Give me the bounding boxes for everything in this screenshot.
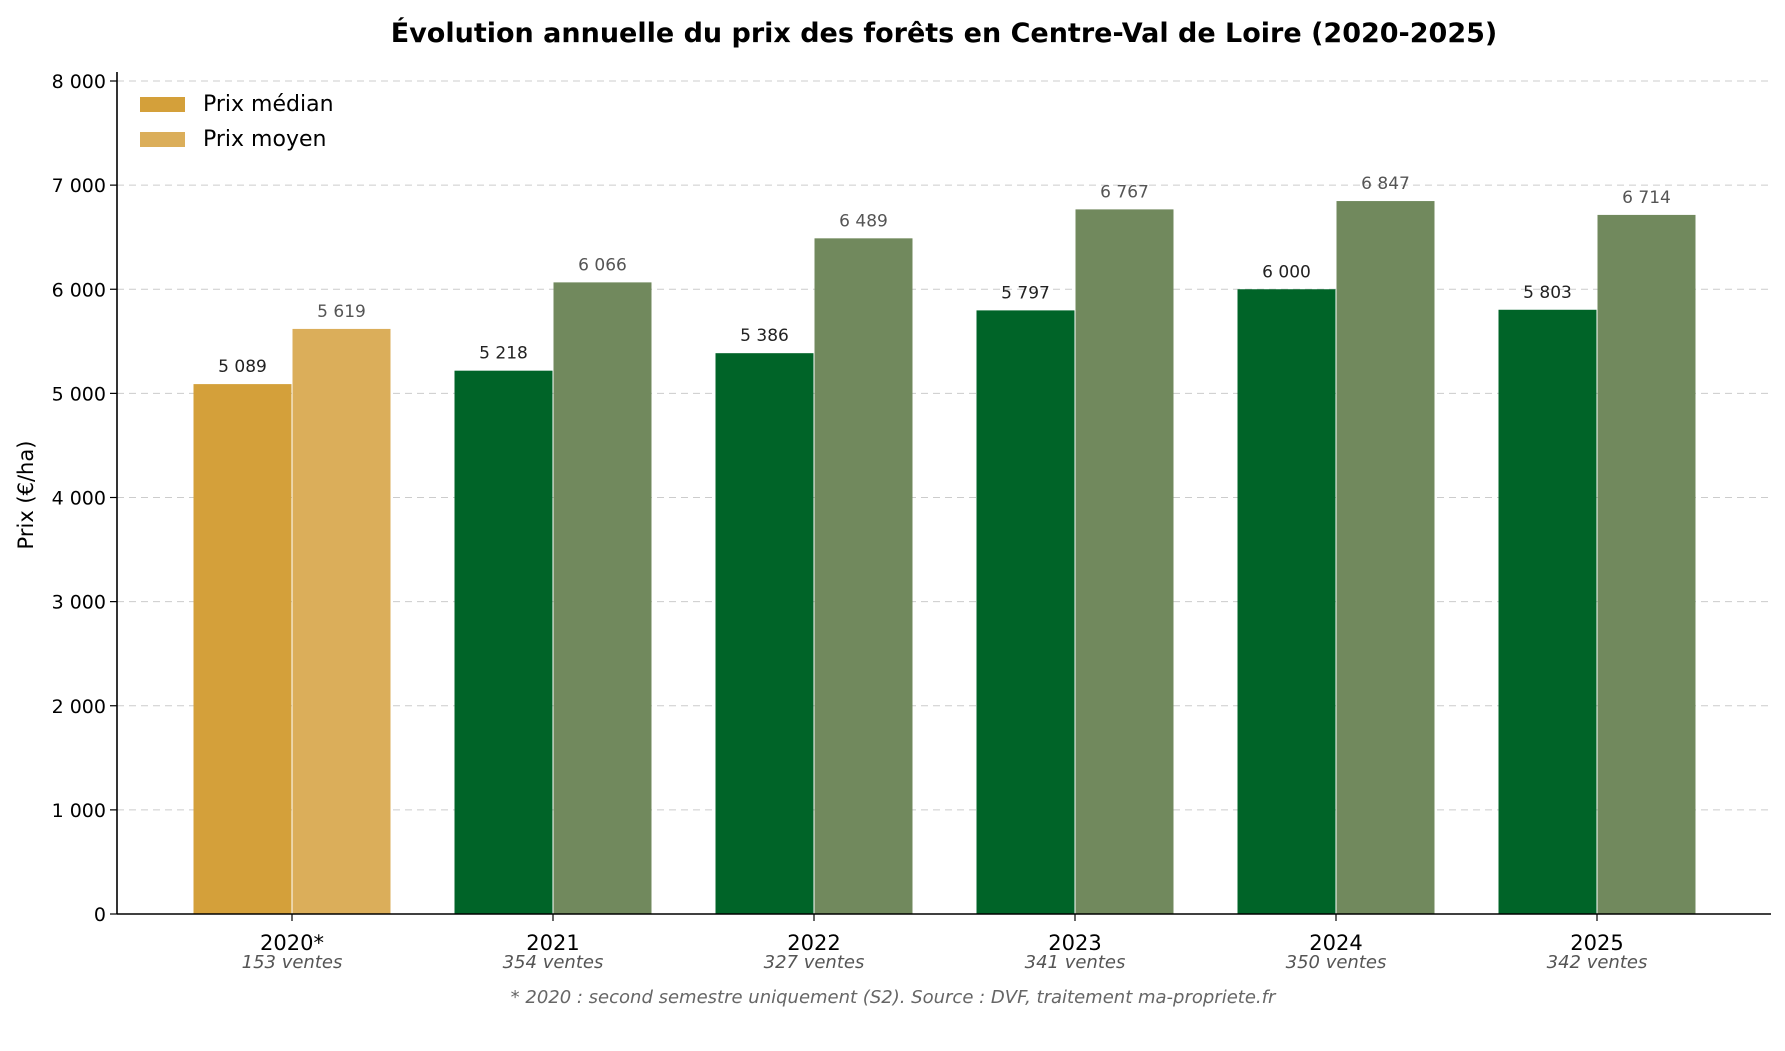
bar-median [976,310,1075,914]
bar-value-label-median: 5 803 [1523,283,1572,303]
x-tick-label: 2021 [526,931,579,955]
bar-value-label-median: 5 218 [479,344,528,364]
bar-value-label-median: 5 797 [1001,283,1050,303]
bar-median [193,384,292,914]
bar-value-label-median: 6 000 [1262,262,1311,282]
bar-mean [1336,201,1435,914]
chart-title: Évolution annuelle du prix des forêts en… [391,17,1498,49]
sales-count-label: 341 ventes [1025,952,1126,973]
y-tick-label: 4 000 [52,488,106,510]
y-tick-label: 0 [94,904,106,926]
value-labels-layer: 5 089 5 619 5 218 6 066 5 386 6 489 5 797 6 767… [218,174,1671,377]
bars-layer [193,201,1696,915]
bar-value-label-mean: 6 489 [839,211,888,231]
bar-median [1237,289,1336,914]
sales-count-label: 342 ventes [1547,952,1648,973]
bar-value-label-mean: 5 619 [317,302,366,322]
bar-value-label-mean: 6 714 [1622,188,1671,208]
footnote: * 2020 : second semestre uniquement (S2)… [511,987,1277,1008]
legend: Prix médian Prix moyen [140,92,334,152]
y-tick-label: 1 000 [52,800,106,822]
legend-label: Prix moyen [203,127,326,152]
bar-mean [1075,209,1174,915]
bar-median [715,353,814,914]
bar-mean [292,328,391,914]
bar-value-label-median: 5 089 [218,357,267,377]
legend-swatch [140,97,185,112]
legend-swatch [140,132,185,147]
legend-label: Prix médian [203,92,334,117]
x-tick-label: 2023 [1048,931,1101,955]
x-tick-label: 2022 [787,931,840,955]
bar-median [454,370,553,914]
y-tick-label: 6 000 [52,279,106,301]
bar-value-label-mean: 6 847 [1361,174,1410,194]
y-tick-label: 5 000 [52,383,106,405]
y-axis-label: Prix (€/ha) [14,441,38,550]
x-tick-label: 2020* [260,931,324,955]
sales-count-label: 350 ventes [1286,952,1387,973]
axes-layer: 0 1 000 2 000 3 000 4 000 5 000 6 000 7 000 8 00… [52,71,1771,973]
sales-count-label: 327 ventes [764,952,865,973]
x-tick-label: 2025 [1570,931,1623,955]
bar-value-label-median: 5 386 [740,326,789,346]
x-tick-label: 2024 [1309,931,1362,955]
bar-value-label-mean: 6 066 [578,255,627,275]
y-tick-label: 7 000 [52,175,106,197]
y-tick-label: 3 000 [52,592,106,614]
bar-mean [553,282,652,914]
sales-count-label: 153 ventes [242,952,343,973]
bar-median [1498,309,1597,914]
y-tick-label: 8 000 [52,71,106,93]
y-tick-label: 2 000 [52,696,106,718]
bar-mean [814,238,913,914]
sales-count-label: 354 ventes [503,952,604,973]
bar-mean [1597,214,1696,914]
bar-value-label-mean: 6 767 [1100,182,1149,202]
